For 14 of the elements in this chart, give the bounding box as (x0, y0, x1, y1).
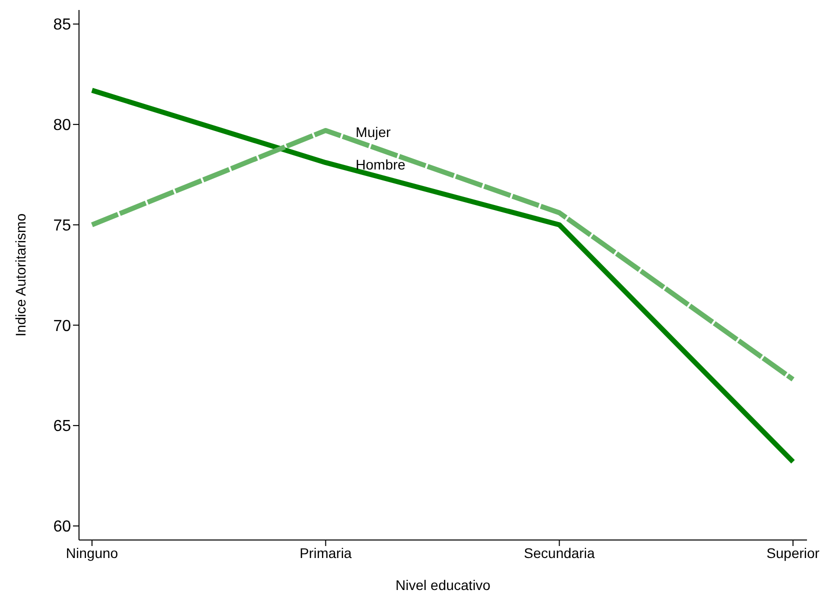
x-tick-label: Primaria (300, 544, 352, 561)
series-label: Hombre (356, 156, 406, 172)
x-tick-label: Superior (766, 544, 820, 561)
y-tick-label: 65 (53, 418, 72, 436)
y-tick-label: 70 (53, 318, 72, 335)
y-axis-title: Indice Autoritarismo (12, 213, 29, 336)
series-label: Mujer (356, 124, 392, 140)
x-tick-label: Ninguno (66, 544, 118, 561)
x-axis-title: Nivel educativo (396, 577, 491, 592)
y-tick-label: 75 (53, 217, 72, 234)
x-tick-label: Secundaria (524, 544, 595, 561)
y-tick-label: 60 (53, 518, 72, 536)
y-tick-label: 85 (53, 16, 72, 34)
y-tick-label: 80 (53, 117, 72, 134)
